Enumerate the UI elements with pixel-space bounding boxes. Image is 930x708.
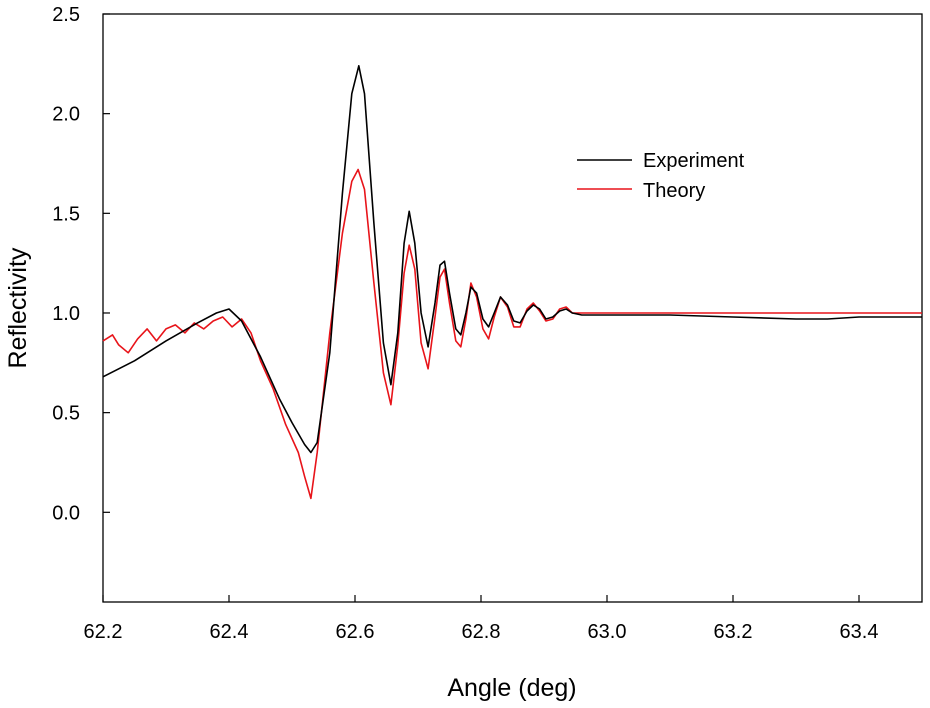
series-line-theory [102, 168, 922, 500]
y-axis-ticks: 0.0 0.5 1.0 1.5 2.0 2.5 [52, 4, 110, 524]
legend: Experiment Theory [577, 150, 745, 202]
y-tick-label: 2.0 [52, 104, 80, 126]
x-tick-label: 63.0 [588, 621, 627, 643]
x-tick-label: 62.2 [84, 621, 123, 643]
x-tick-label: 63.4 [840, 621, 879, 643]
legend-label-experiment: Experiment [643, 150, 745, 172]
y-axis-title: Reflectivity [4, 247, 32, 368]
x-tick-label: 62.6 [336, 621, 375, 643]
x-tick-label: 62.8 [462, 621, 501, 643]
x-tick-label: 62.4 [210, 621, 249, 643]
y-tick-label: 0.0 [52, 502, 80, 524]
series-line-experiment [102, 65, 922, 454]
y-tick-label: 0.5 [52, 403, 80, 425]
y-tick-label: 2.5 [52, 4, 80, 26]
y-tick-label: 1.5 [52, 203, 80, 225]
legend-label-theory: Theory [643, 180, 705, 202]
series-layer [102, 65, 922, 500]
x-tick-label: 63.2 [714, 621, 753, 643]
x-axis-title: Angle (deg) [447, 674, 576, 702]
plot-frame [102, 13, 923, 603]
x-axis-ticks: 62.2 62.4 62.6 62.8 63.0 63.2 63.4 [84, 595, 879, 643]
y-tick-label: 1.0 [52, 303, 80, 325]
